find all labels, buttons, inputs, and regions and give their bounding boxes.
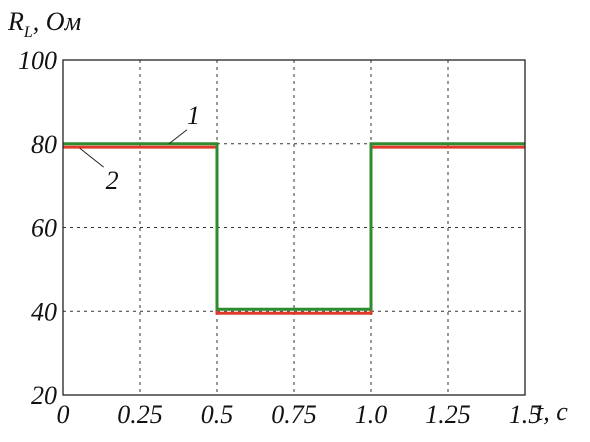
y-tick-label: 60: [31, 214, 57, 243]
series-layer: [63, 142, 525, 315]
x-tick-label: 1.25: [425, 400, 471, 429]
x-tick-label: 1.5: [509, 400, 542, 429]
y-axis-label-unit: , Ом: [33, 7, 81, 36]
annotation-leader-2: [79, 147, 104, 168]
y-tick-label: 40: [31, 297, 57, 326]
y-axis-label-main: R: [7, 7, 24, 36]
y-tick-label: 100: [18, 46, 57, 75]
plot-frame: [62, 59, 526, 396]
x-tick-label: 0.25: [117, 400, 163, 429]
x-tick-label: 0.75: [271, 400, 317, 429]
x-tick-labels: 0 0.25 0.5 0.75 1.0 1.25 1.5: [57, 400, 542, 429]
y-tick-label: 80: [31, 130, 57, 159]
series-label-2: 2: [106, 166, 119, 195]
x-tick-label: 0.5: [201, 400, 234, 429]
x-axis-label: t, c: [536, 397, 568, 426]
grid: [63, 60, 525, 395]
y-axis-label: RL, Ом: [7, 7, 81, 41]
y-tick-label: 20: [31, 381, 57, 410]
series-line-2: [63, 145, 525, 315]
x-tick-label: 1.0: [355, 400, 388, 429]
annotation-leader-1: [168, 129, 188, 145]
x-tick-label: 0: [57, 400, 70, 429]
annotations: 12: [79, 101, 200, 195]
series-line-1: [63, 142, 525, 311]
y-axis-label-sub: L: [23, 24, 33, 41]
y-tick-labels: 20 40 60 80 100: [18, 46, 57, 410]
series-label-1: 1: [187, 101, 200, 130]
